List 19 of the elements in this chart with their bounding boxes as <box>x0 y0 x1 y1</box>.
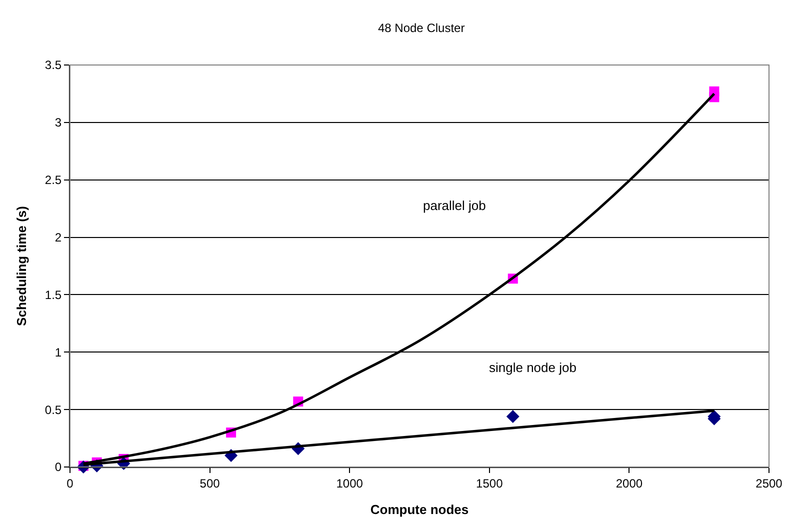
x-tick-label: 0 <box>66 476 74 490</box>
y-tick-label: 0 <box>54 460 62 474</box>
y-tick-label: 1.5 <box>44 288 62 302</box>
x-tick-label: 500 <box>200 476 220 490</box>
x-tick-label: 1500 <box>476 476 504 490</box>
y-tick-label: 0.5 <box>44 402 62 417</box>
x-tick-label: 1000 <box>336 476 364 490</box>
x-axis-title: Compute nodes <box>370 502 469 517</box>
annotation: single node job <box>489 360 576 375</box>
y-axis-title: Scheduling time (s) <box>14 206 29 326</box>
y-tick-label: 2.5 <box>44 173 62 188</box>
y-tick-label: 3.5 <box>44 58 62 72</box>
chart-title: 48 Node Cluster <box>378 21 465 36</box>
annotation: parallel job <box>423 198 486 213</box>
y-tick-label: 2 <box>54 230 62 244</box>
y-tick-label: 1 <box>54 345 62 360</box>
y-tick-label: 3 <box>54 116 62 130</box>
x-tick-label: 2000 <box>616 476 643 490</box>
x-tick-label: 2500 <box>756 476 783 490</box>
